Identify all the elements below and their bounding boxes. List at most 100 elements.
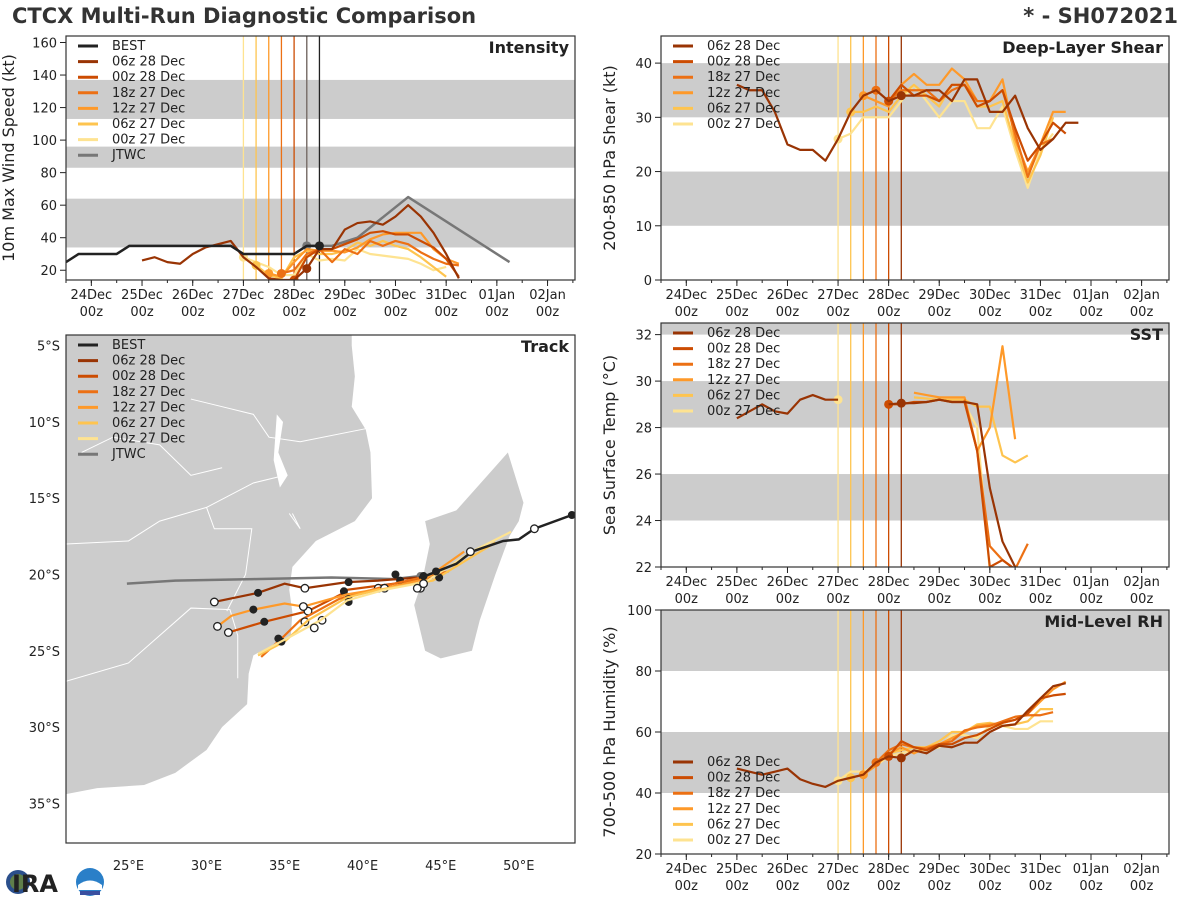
country-border (206, 507, 253, 612)
legend-label: 18z 27 Dec (112, 86, 185, 101)
x-tick-label: 01Jan (1073, 288, 1110, 303)
y-tick-label: 80 (40, 167, 57, 182)
x-tick-label: 00z (384, 305, 408, 320)
y-tick-label: 100 (32, 134, 57, 149)
legend-label: 00z 28 Dec (707, 771, 780, 786)
legend-label: 00z 27 Dec (112, 432, 185, 447)
y-tick-label: 120 (32, 102, 57, 117)
x-tick-label: 00z (725, 592, 749, 607)
track-point-open (412, 583, 422, 593)
x-tick-label: 27Dec (817, 288, 859, 303)
x-tick-label: 00z (282, 305, 306, 320)
legend-label: 12z 27 Dec (112, 400, 185, 415)
legend-label: 18z 27 Dec (707, 70, 780, 85)
shade-band (661, 381, 1169, 428)
x-tick-label: 00z (675, 592, 699, 607)
legend-label: 06z 28 Dec (112, 55, 185, 70)
x-tick-label: 25Dec (716, 288, 758, 303)
x-tick-label: 00z (725, 879, 749, 894)
sst-panel: 24Dec 00z 25Dec 00z 26Dec 00z 27Dec 00z 28Dec 00z… (600, 322, 1170, 607)
x-tick-label: 00z (877, 592, 901, 607)
track-point-filled (432, 567, 441, 576)
y-tick-label: 5°S (37, 340, 60, 355)
y-tick-label: 24 (635, 515, 652, 530)
x-tick-label: 00z (978, 879, 1002, 894)
legend-label: JTWC (111, 447, 146, 462)
x-tick-label: 25Dec (716, 575, 758, 590)
shade-band (661, 732, 1169, 793)
y-tick-label: 40 (635, 787, 652, 802)
x-tick-label: 02Jan (529, 288, 566, 303)
x-tick-label: 00z (776, 879, 800, 894)
legend-label: 06z 28 Dec (707, 755, 780, 770)
x-tick-label: 00z (928, 879, 952, 894)
track-point-open (529, 524, 539, 534)
storm-id: * - SH072021 (1023, 4, 1178, 28)
y-tick-label: 140 (32, 69, 57, 84)
legend-label: 18z 27 Dec (707, 786, 780, 801)
legend-label: 12z 27 Dec (707, 86, 780, 101)
shade-band (661, 171, 1169, 226)
track-point-open (223, 628, 233, 637)
x-tick-label: 30Dec (375, 288, 417, 303)
x-tick-label: 31Dec (1020, 862, 1062, 877)
panel-title: Intensity (489, 38, 570, 57)
x-tick-label: 30Dec (969, 575, 1011, 590)
init-point (314, 241, 324, 251)
y-tick-label: 100 (627, 604, 652, 619)
country-border (81, 436, 223, 476)
x-tick-label: 00z (776, 305, 800, 320)
x-tick-label: 00z (1079, 305, 1103, 320)
track-point-open (300, 583, 310, 593)
shade-band (66, 79, 575, 119)
legend-label: 00z 27 Dec (707, 117, 780, 132)
legend-label: 06z 28 Dec (707, 39, 780, 54)
x-tick-label: 00z (1079, 592, 1103, 607)
x-tick-label: 00z (826, 879, 850, 894)
x-tick-label: 31Dec (1020, 288, 1062, 303)
track-point-open (465, 547, 475, 557)
x-tick-label: 00z (826, 305, 850, 320)
legend-label: 18z 27 Dec (707, 357, 780, 372)
y-tick-label: 15°S (29, 492, 60, 507)
x-tick-label: 31Dec (425, 288, 467, 303)
plot-frame (660, 322, 1170, 568)
x-tick-label: 30Dec (969, 288, 1011, 303)
panel-title: Mid-Level RH (1044, 612, 1163, 631)
x-tick-label: 27Dec (223, 288, 265, 303)
legend-label: 00z 28 Dec (112, 70, 185, 85)
x-tick-label: 24Dec (70, 288, 112, 303)
x-tick-label: 00z (776, 592, 800, 607)
x-tick-label: 29Dec (918, 862, 960, 877)
x-tick-label: 28Dec (273, 288, 315, 303)
init-point (896, 398, 906, 408)
x-tick-label: 00z (1130, 592, 1154, 607)
x-tick-label: 27Dec (817, 575, 859, 590)
x-tick-label: 35°E (269, 859, 300, 874)
track-point-filled (567, 511, 575, 520)
x-tick-label: 29Dec (918, 575, 960, 590)
track-point-open (213, 621, 222, 631)
x-tick-label: 25Dec (121, 288, 163, 303)
x-tick-label: 25Dec (716, 862, 758, 877)
x-tick-label: 30°E (191, 859, 222, 874)
plot-frame (660, 35, 1170, 281)
x-tick-label: 00z (675, 879, 699, 894)
legend-label: 06z 27 Dec (707, 388, 780, 403)
shade-band (661, 474, 1169, 521)
series-line (913, 345, 1017, 452)
legend-label: 06z 27 Dec (707, 101, 780, 116)
x-tick-label: 00z (232, 305, 256, 320)
plot-frame (660, 609, 1170, 855)
x-tick-label: 24Dec (665, 575, 707, 590)
page-title: CTCX Multi-Run Diagnostic Comparison (12, 4, 477, 28)
track-panel: 25°E 30°E 35°E 40°E 45°E 50°E 5°S 10°S 15°S 20°S 2… (29, 334, 576, 874)
track-point-filled (260, 617, 269, 626)
legend-label: 18z 27 Dec (112, 385, 185, 400)
y-tick-label: 10°S (29, 416, 60, 431)
y-tick-label: 60 (635, 726, 652, 741)
x-tick-label: 00z (536, 305, 560, 320)
x-tick-label: 00z (877, 879, 901, 894)
x-tick-label: 00z (675, 305, 699, 320)
